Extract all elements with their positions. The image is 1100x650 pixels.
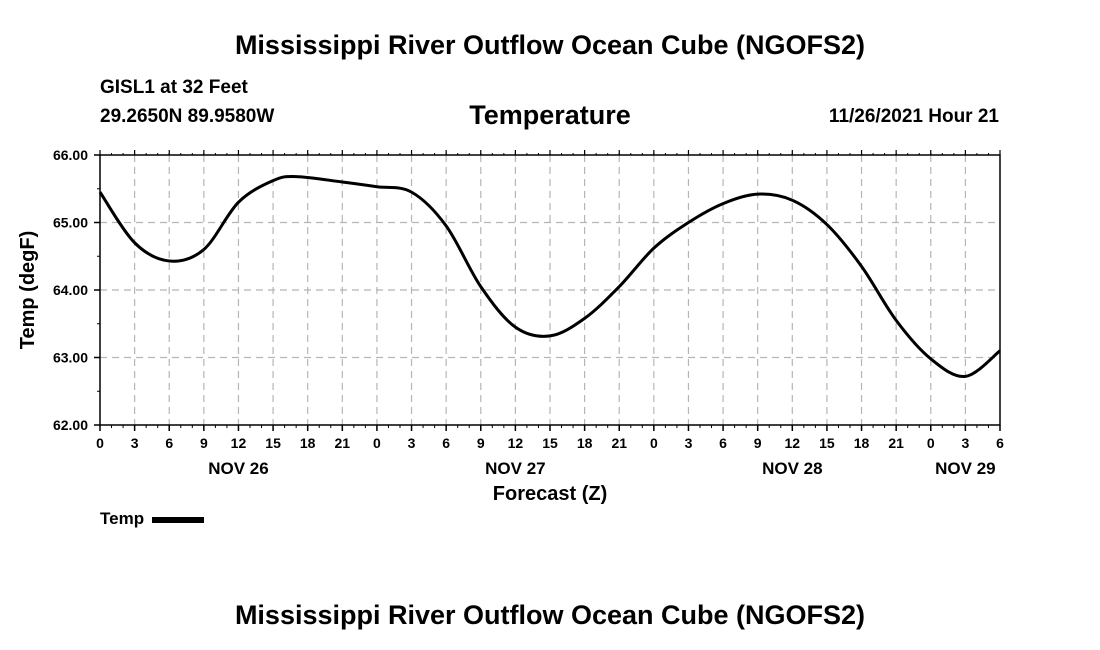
legend-label: Temp	[100, 509, 145, 528]
x-tick-label: 15	[819, 435, 835, 451]
y-tick-label: 63.00	[53, 350, 88, 366]
forecast-datetime: 11/26/2021 Hour 21	[828, 106, 999, 127]
x-tick-label: 15	[265, 435, 281, 451]
day-label: NOV 27	[485, 459, 545, 478]
variable-title: Temperature	[469, 100, 631, 130]
station-coordinates: 29.2650N 89.9580W	[100, 106, 275, 127]
x-tick-label: 0	[650, 435, 658, 451]
x-axis-label: Forecast (Z)	[493, 483, 607, 505]
y-axis-label: Temp (degF)	[17, 231, 39, 350]
day-label: NOV 28	[762, 459, 822, 478]
x-axis: 0 3 6 9 12 15 18 21 0 3 6 9 12 15 18 21 0 3 6 9 12 15 18 21 0 3 6N…	[96, 150, 1004, 478]
x-tick-label: 15	[542, 435, 558, 451]
chart-title-bottom: Mississippi River Outflow Ocean Cube (NG…	[234, 600, 866, 630]
x-tick-label: 6	[165, 435, 173, 451]
x-tick-label: 3	[408, 435, 416, 451]
plot-frame	[99, 154, 1001, 426]
y-tick-label: 62.00	[53, 417, 88, 433]
x-tick-label: 6	[996, 435, 1004, 451]
y-tick-label: 65.00	[53, 215, 88, 231]
x-tick-label: 3	[961, 435, 969, 451]
x-tick-label: 21	[335, 435, 351, 451]
day-label: NOV 26	[208, 459, 268, 478]
legend: Temp	[100, 509, 205, 529]
y-axis: 62.00 63.00 64.00 65.00 66.00	[53, 147, 100, 433]
grid-lines	[100, 155, 1000, 425]
series-line-temp	[98, 175, 1001, 378]
x-tick-label: 21	[888, 435, 904, 451]
day-label: NOV 29	[935, 459, 995, 478]
x-tick-label: 12	[785, 435, 801, 451]
x-tick-label: 18	[854, 435, 870, 451]
x-tick-label: 3	[685, 435, 693, 451]
x-tick-label: 9	[200, 435, 208, 451]
x-tick-label: 6	[719, 435, 727, 451]
x-tick-label: 21	[611, 435, 627, 451]
x-tick-label: 18	[577, 435, 593, 451]
chart-title-top: Mississippi River Outflow Ocean Cube (NG…	[234, 30, 866, 60]
x-tick-label: 0	[96, 435, 104, 451]
y-tick-label: 66.00	[53, 147, 88, 163]
x-tick-label: 9	[477, 435, 485, 451]
x-tick-label: 3	[131, 435, 139, 451]
x-tick-label: 0	[927, 435, 935, 451]
x-tick-label: 12	[231, 435, 247, 451]
x-tick-label: 0	[373, 435, 381, 451]
x-tick-label: 18	[300, 435, 316, 451]
x-tick-label: 6	[442, 435, 450, 451]
x-tick-label: 12	[508, 435, 524, 451]
series-layer	[98, 175, 1001, 378]
y-tick-label: 64.00	[53, 282, 88, 298]
x-tick-label: 9	[754, 435, 762, 451]
legend-line-swatch	[152, 516, 205, 523]
station-label: GISL1 at 32 Feet	[100, 77, 248, 98]
